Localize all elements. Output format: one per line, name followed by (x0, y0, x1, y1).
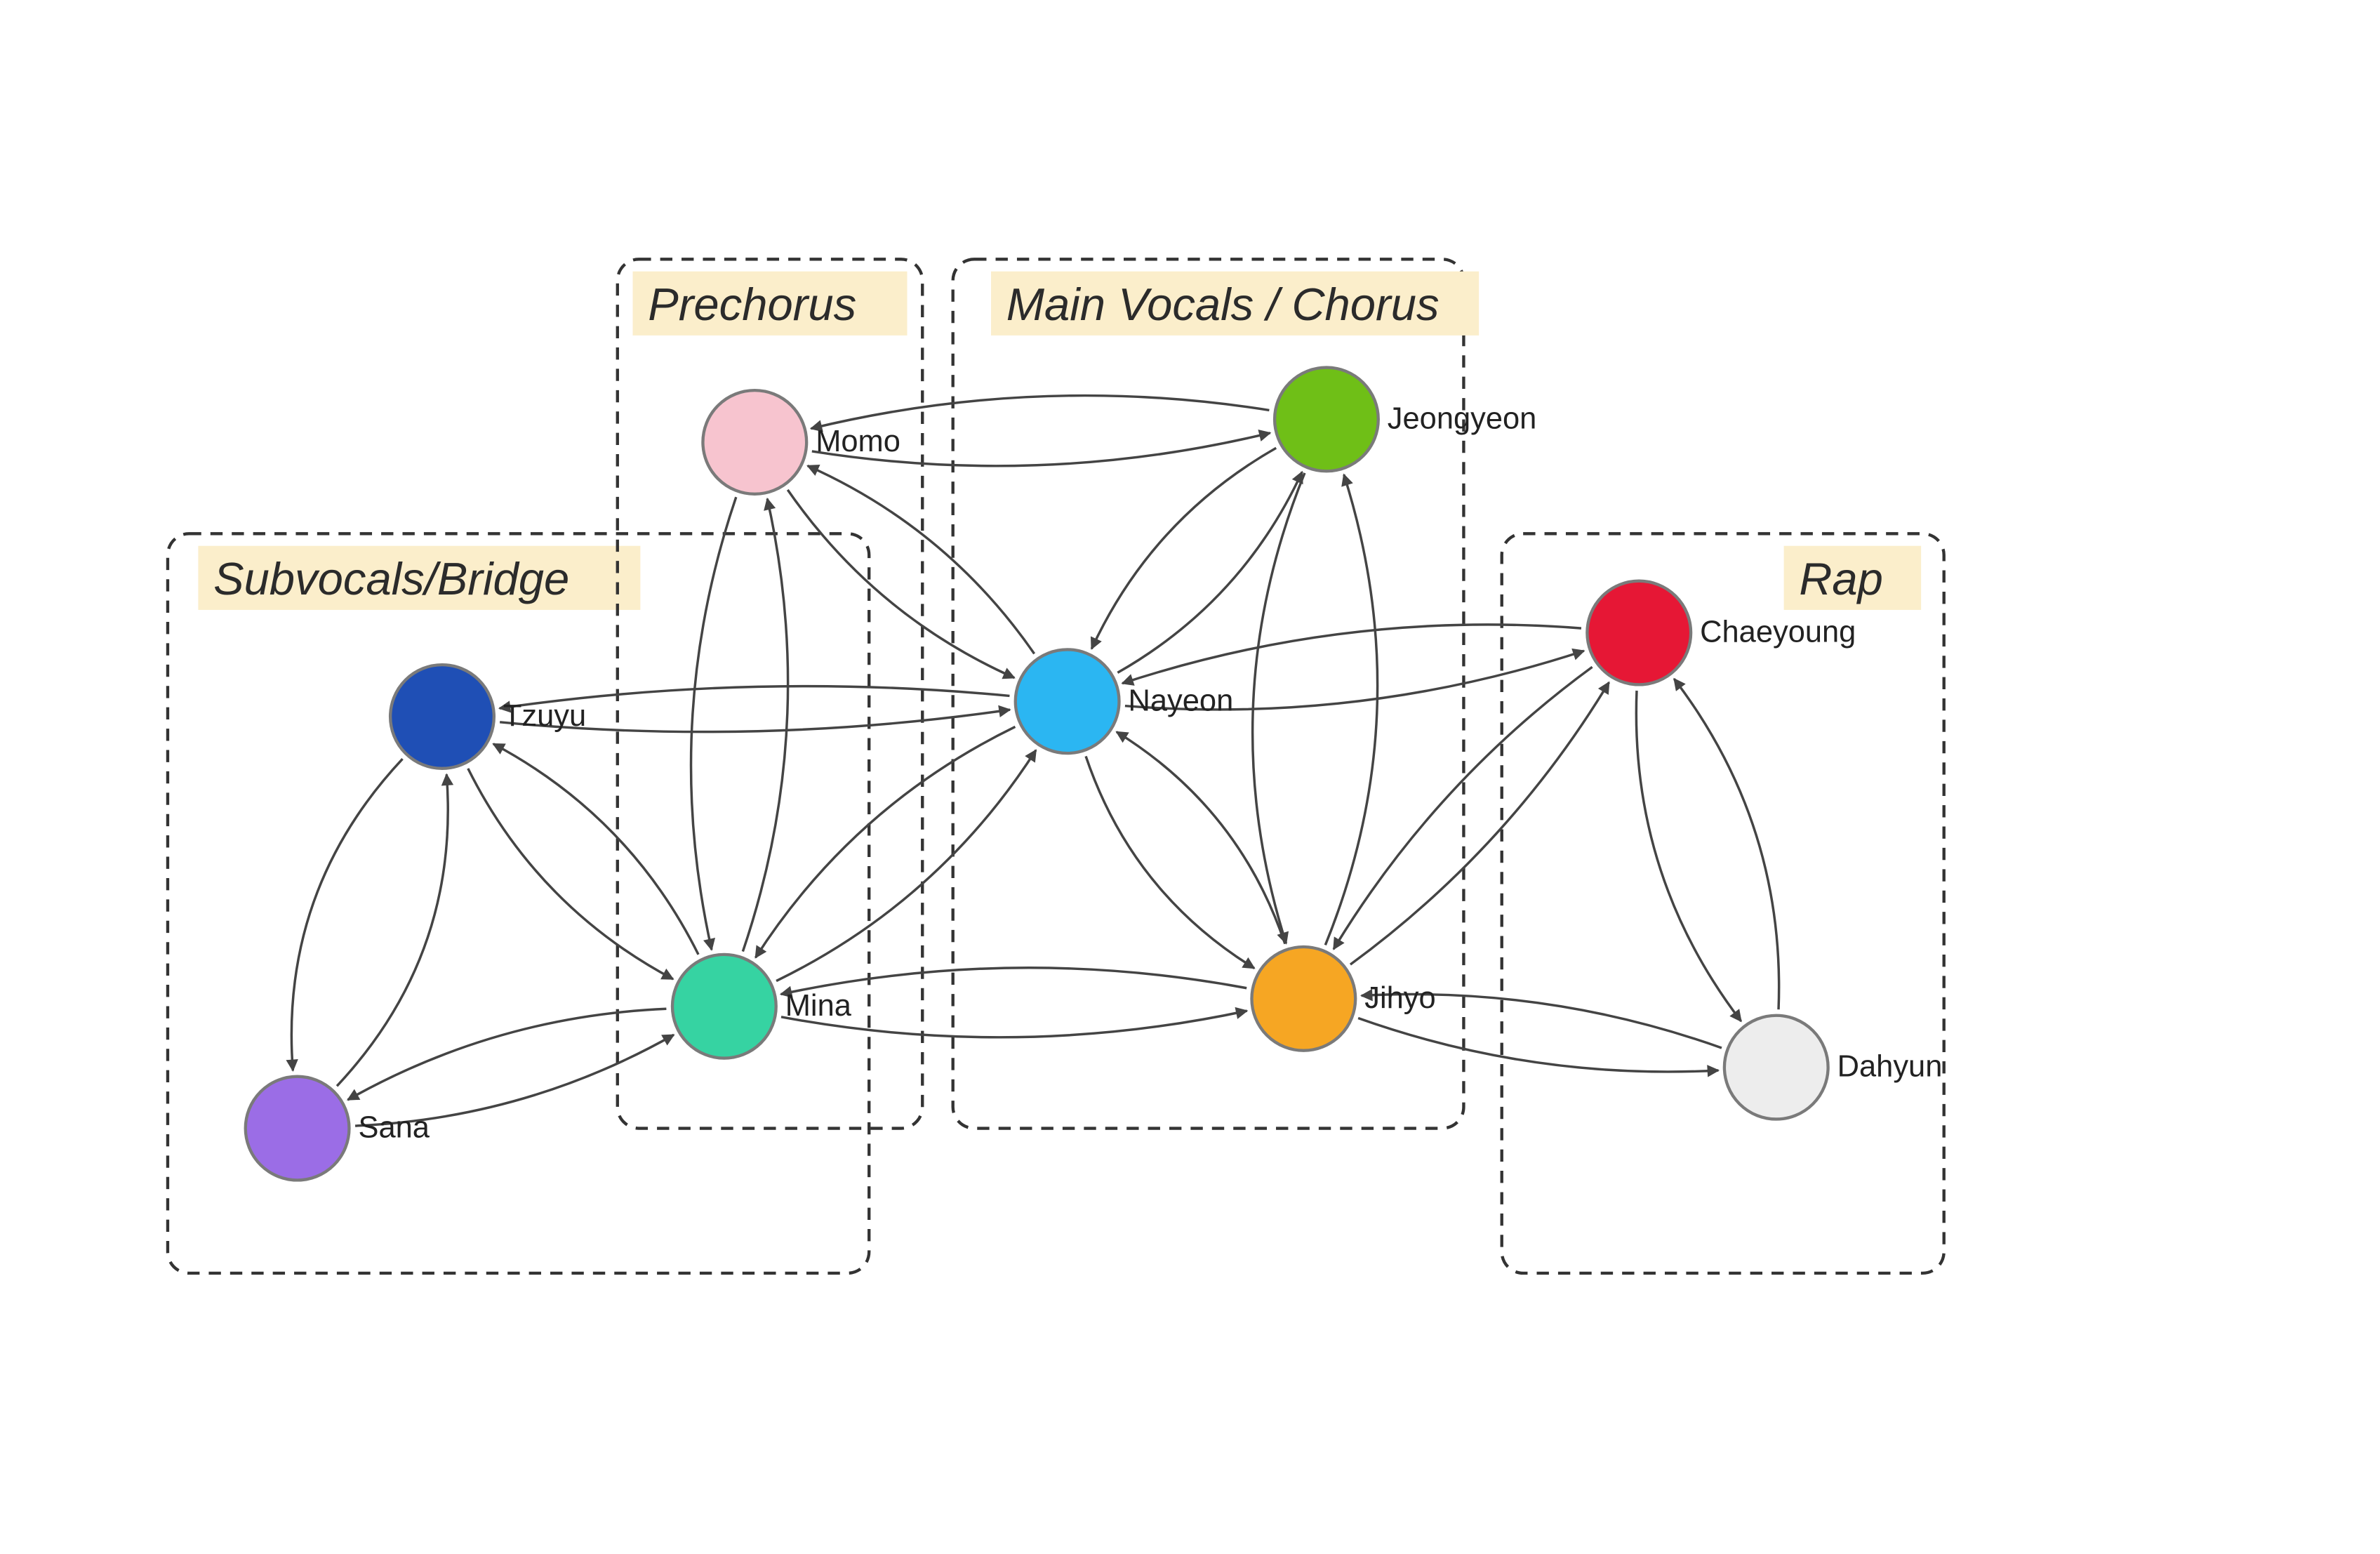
node-sana-circle[interactable] (246, 1077, 350, 1181)
edge-jeongyeon-momo (811, 396, 1270, 429)
node-jeongyeon-circle[interactable] (1275, 368, 1378, 472)
edge-nayeon-mina (755, 726, 1015, 957)
node-sana[interactable]: Sana (246, 1077, 430, 1181)
edge-chaeyoung-nayeon (1122, 625, 1581, 684)
node-mina-circle[interactable] (672, 955, 776, 1058)
edge-jeongyeon-nayeon (1091, 448, 1276, 649)
node-jeongyeon-label: Jeongyeon (1388, 401, 1537, 435)
edge-nayeon-jihyo (1086, 756, 1254, 968)
node-dahyun-circle[interactable] (1724, 1016, 1828, 1120)
edge-jihyo-nayeon (1117, 732, 1285, 944)
node-jihyo-label: Jihyo (1364, 981, 1435, 1015)
node-dahyun[interactable]: Dahyun (1724, 1016, 1942, 1120)
edge-mina-nayeon (776, 750, 1036, 981)
node-jihyo-circle[interactable] (1251, 947, 1355, 1051)
edge-chaeyoung-dahyun (1636, 691, 1741, 1021)
edge-jihyo-chaeyoung (1350, 682, 1609, 964)
group-label: Main Vocals / Chorus (1006, 279, 1440, 330)
node-tzuyu-label: Tzuyu (503, 699, 586, 733)
node-dahyun-label: Dahyun (1837, 1050, 1943, 1084)
edge-mina-tzuyu (493, 744, 698, 955)
edge-layer (291, 396, 1779, 1126)
edge-jihyo-dahyun (1358, 1018, 1718, 1072)
group-label: Subvocals/Bridge (213, 553, 569, 604)
node-layer: Tzuyu Sana Momo Mina Nayeon Jeongyeon Jihyo Cha… (246, 368, 1943, 1181)
node-momo-circle[interactable] (703, 390, 806, 494)
node-nayeon-label: Nayeon (1129, 684, 1234, 717)
node-jeongyeon[interactable]: Jeongyeon (1275, 368, 1536, 472)
node-mina-label: Mina (785, 989, 852, 1023)
node-chaeyoung-circle[interactable] (1587, 581, 1691, 685)
edge-jihyo-jeongyeon (1325, 474, 1377, 945)
group-label: Rap (1799, 553, 1883, 604)
node-tzuyu-circle[interactable] (390, 665, 494, 769)
edge-tzuyu-mina (468, 769, 673, 979)
node-mina[interactable]: Mina (672, 955, 852, 1058)
node-nayeon-circle[interactable] (1016, 649, 1119, 753)
edge-mina-momo (743, 499, 787, 952)
edge-dahyun-chaeyoung (1674, 679, 1779, 1009)
group-label: Prechorus (648, 279, 856, 330)
node-momo-label: Momo (816, 425, 900, 458)
node-momo[interactable]: Momo (703, 390, 900, 494)
edge-nayeon-jeongyeon (1117, 472, 1302, 672)
node-sana-label: Sana (358, 1111, 430, 1145)
node-chaeyoung-label: Chaeyoung (1700, 616, 1856, 649)
edge-momo-mina (691, 497, 736, 950)
node-tzuyu[interactable]: Tzuyu (390, 665, 586, 769)
